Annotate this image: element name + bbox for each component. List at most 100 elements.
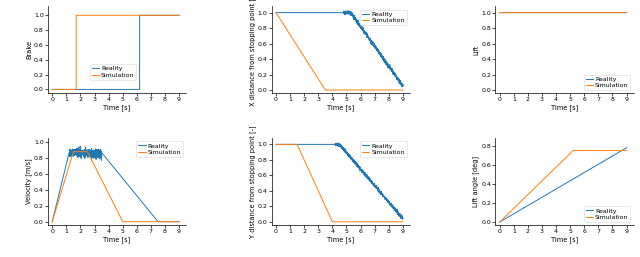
Reality (175, 220, 182, 223)
Simulation (70, 150, 77, 153)
Simulation (72, 14, 80, 17)
Reality (369, 41, 376, 44)
Legend: Reality, Simulation: Reality, Simulation (584, 206, 630, 222)
Simulation (623, 149, 630, 152)
Line: Simulation: Simulation (500, 151, 627, 222)
Legend: Reality, Simulation: Reality, Simulation (584, 75, 630, 90)
Simulation (622, 11, 630, 14)
Reality (367, 179, 374, 182)
Simulation (592, 11, 600, 14)
Simulation (369, 220, 376, 223)
Y-axis label: X distance from stopping point [-]: X distance from stopping point [-] (249, 0, 255, 106)
Reality (623, 146, 630, 149)
Simulation (151, 14, 159, 17)
Reality (369, 182, 376, 186)
Reality (49, 220, 56, 223)
Legend: Reality, Simulation: Reality, Simulation (136, 141, 183, 157)
Simulation (374, 88, 382, 91)
Reality (136, 14, 143, 17)
Simulation (146, 14, 154, 17)
Simulation (175, 220, 182, 223)
Simulation (145, 14, 152, 17)
Reality (369, 183, 377, 186)
Reality (374, 186, 382, 189)
Simulation (175, 14, 182, 17)
Simulation (143, 220, 150, 223)
Reality (590, 165, 598, 168)
Reality (175, 14, 183, 17)
Reality (399, 216, 406, 219)
Reality (151, 216, 159, 219)
Simulation (146, 220, 154, 223)
Simulation (598, 11, 606, 14)
Simulation (272, 143, 280, 146)
Simulation (590, 149, 598, 152)
Simulation (369, 220, 377, 223)
Reality (145, 209, 152, 212)
Simulation (623, 11, 630, 14)
Line: Reality: Reality (276, 143, 403, 219)
Reality (623, 146, 630, 149)
Legend: Reality, Simulation: Reality, Simulation (360, 141, 407, 157)
Reality (399, 217, 407, 220)
Y-axis label: Brake: Brake (26, 40, 32, 59)
Simulation (151, 220, 159, 223)
Y-axis label: Y distance from stopping point [-]: Y distance from stopping point [-] (249, 125, 255, 238)
Simulation (399, 220, 406, 223)
Y-axis label: Lift: Lift (474, 44, 479, 55)
Reality (76, 145, 84, 148)
Reality (598, 160, 606, 163)
Reality (592, 164, 600, 167)
Line: Reality: Reality (276, 11, 403, 87)
Reality (592, 11, 600, 14)
Simulation (321, 88, 329, 91)
X-axis label: Time [s]: Time [s] (104, 104, 131, 111)
Reality (623, 11, 630, 14)
Simulation (496, 11, 504, 14)
Simulation (399, 88, 407, 91)
Simulation (350, 88, 358, 91)
Reality (496, 11, 504, 14)
Reality (622, 11, 630, 14)
Simulation (574, 149, 582, 152)
Line: Reality: Reality (52, 15, 179, 89)
Reality (398, 85, 406, 88)
Reality (127, 186, 134, 189)
Simulation (592, 149, 600, 152)
Reality (146, 14, 154, 17)
Simulation (143, 14, 150, 17)
Line: Reality: Reality (500, 148, 627, 222)
Reality (598, 11, 606, 14)
Simulation (623, 149, 630, 152)
Reality (399, 218, 406, 221)
Line: Simulation: Simulation (276, 144, 403, 222)
Simulation (127, 220, 134, 223)
Legend: Reality, Simulation: Reality, Simulation (360, 10, 407, 25)
Simulation (593, 11, 601, 14)
Reality (350, 16, 358, 19)
Reality (143, 14, 150, 17)
Simulation (49, 220, 56, 223)
Reality (367, 39, 374, 42)
X-axis label: Time [s]: Time [s] (551, 236, 578, 243)
X-axis label: Time [s]: Time [s] (104, 236, 131, 243)
Reality (593, 163, 601, 167)
Simulation (399, 220, 407, 223)
Reality (574, 175, 582, 178)
Simulation (574, 11, 582, 14)
Reality (350, 159, 358, 162)
Reality (272, 143, 280, 146)
Reality (374, 50, 382, 53)
Reality (399, 85, 406, 88)
Simulation (272, 11, 280, 14)
Reality (369, 41, 377, 44)
Simulation (374, 220, 382, 223)
Line: Simulation: Simulation (276, 13, 403, 90)
Reality (622, 146, 630, 150)
Simulation (49, 88, 56, 91)
Reality (127, 88, 134, 91)
Y-axis label: Lift angle [deg]: Lift angle [deg] (472, 156, 479, 207)
Simulation (569, 149, 577, 152)
Simulation (367, 220, 374, 223)
Reality (593, 11, 601, 14)
